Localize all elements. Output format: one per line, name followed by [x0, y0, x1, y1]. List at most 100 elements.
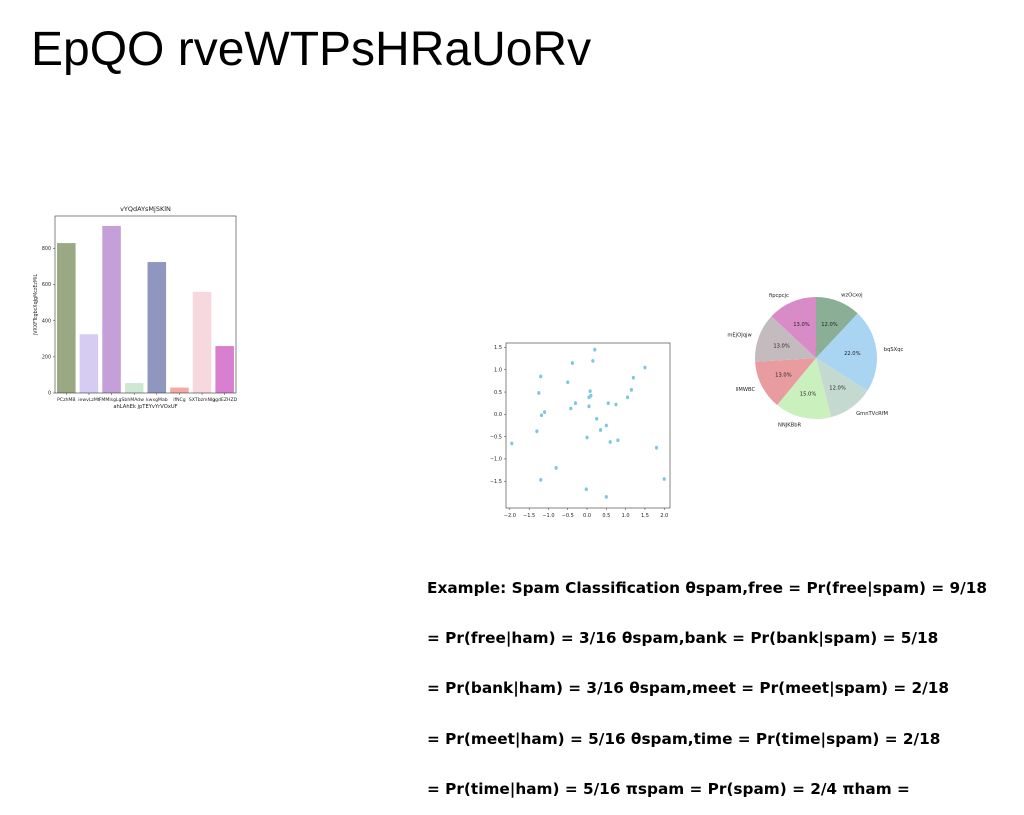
y-tick-label: 1.5 [494, 345, 502, 351]
scatter-point [654, 445, 659, 450]
scatter-point [539, 374, 543, 379]
scatter-point [510, 441, 514, 446]
scatter-point [643, 365, 647, 370]
x-tick-label: ifNCg [173, 397, 186, 403]
scatter-point [569, 406, 573, 411]
scatter-point [570, 361, 574, 365]
x-tick-label: SXTbzmNIg [189, 397, 215, 403]
x-tick-label: iewvLzMt [78, 397, 100, 403]
pie-chart: 12.0% wzOcxoj 22.0% bqSXqc 12.0% GmnTVcRfM 15.… [727, 292, 904, 428]
scatter-point [573, 401, 578, 406]
scatter-point [587, 404, 591, 409]
pie-pct-label: 22.0% [844, 351, 861, 357]
y-tick-label: 0 [48, 391, 51, 397]
y-tick-label: −1.5 [490, 479, 502, 485]
bar [192, 291, 212, 393]
bar [147, 262, 167, 393]
x-tick-label: PCzhMB [57, 397, 75, 403]
scatter-point [591, 358, 595, 363]
y-tick-label: −0.5 [490, 434, 502, 440]
y-tick-label: 1.0 [494, 367, 502, 373]
scatter-chart: −2.0 −1.5 −1.0 −0.5 0.0 0.5 1.0 1.5 2.0 1.5 1.0 0.5… [490, 342, 671, 519]
scatter-point [614, 402, 618, 407]
y-tick-label: 0.0 [494, 412, 502, 418]
x-tick-label: 2.0 [660, 513, 668, 519]
y-tick-label: 0.5 [494, 390, 502, 396]
bar [170, 387, 189, 393]
x-tick-label: −2.0 [504, 513, 516, 519]
pie-pct-label: 13.0% [793, 322, 810, 328]
pie-slice [777, 358, 832, 419]
x-tick-label: 1.5 [641, 513, 649, 519]
pie-label: bqSXqc [884, 347, 904, 353]
bar [102, 225, 121, 393]
pie-slice [816, 313, 877, 391]
y-axis-label: jVXXFTcgbcXqJgMczEzMiL [33, 274, 39, 336]
pie-label: fipcpcjc [769, 293, 789, 299]
page-title: EpQO rveWTPsHRaUoRv [31, 23, 592, 76]
scatter-point [631, 375, 635, 380]
scatter-point [604, 423, 608, 428]
formula-text: Example: Spam Classification θspam,free … [427, 546, 1022, 815]
pie-label: NNJKBbR [778, 422, 802, 428]
plot-frame [54, 215, 237, 394]
scatter-point [598, 428, 603, 432]
bar [79, 334, 99, 393]
bar [215, 346, 234, 393]
formula-line: = Pr(time|ham) = 5/16 πspam = Pr(spam) =… [427, 780, 910, 799]
y-tick-label: 400 [42, 318, 51, 324]
x-tick-label: −0.5 [562, 513, 574, 519]
pie-label: GmnTVcRfM [856, 411, 888, 417]
y-tick-label: 600 [42, 282, 51, 288]
formula-line: = Pr(meet|ham) = 5/16 θspam,time = Pr(ti… [427, 729, 941, 748]
x-tick-label: 1.0 [622, 513, 630, 519]
formula-line: = Pr(free|ham) = 3/16 θspam,bank = Pr(ba… [427, 628, 939, 647]
x-tick-label: 0.5 [602, 513, 610, 519]
scatter-point [606, 401, 610, 406]
scatter-point [616, 438, 620, 443]
scatter-point [608, 440, 612, 444]
pie-slice [771, 297, 816, 358]
scatter-point [593, 347, 597, 352]
scatter-point [539, 478, 543, 482]
x-axis-label: ahLAhEk jpTEYvYrVOxUF [113, 404, 177, 410]
pie-pct-label: 13.0% [775, 372, 792, 378]
x-tick-label: 0.0 [583, 513, 591, 519]
x-tick-label: kwxgMab [146, 397, 168, 403]
scatter-point [585, 435, 589, 440]
x-tick-label: bhMAdw [124, 397, 144, 403]
scatter-point [629, 387, 634, 392]
x-tick-label: −1.5 [523, 513, 535, 519]
y-tick-label: 800 [42, 246, 51, 252]
chart-title: vYQdAYsMjSKlN [120, 205, 171, 213]
pie-pct-label: 12.0% [821, 322, 838, 328]
bar [124, 383, 144, 393]
pie-label: wzOcxoj [841, 292, 862, 298]
scatter-point [554, 465, 558, 470]
plot-frame [505, 342, 671, 509]
pie-slice [755, 358, 816, 406]
pie-pct-label: 13.0% [773, 343, 790, 349]
scatter-point [595, 416, 599, 421]
scatter-point [662, 477, 666, 481]
scatter-point [589, 393, 593, 398]
scatter-point [539, 413, 544, 418]
scatter-point [535, 429, 539, 434]
formula-line: = Pr(bank|ham) = 3/16 θspam,meet = Pr(me… [427, 679, 949, 698]
scatter-point [566, 380, 570, 385]
formula-line: Example: Spam Classification θspam,free … [427, 578, 988, 597]
scatter-point [588, 389, 592, 394]
pie-slice [816, 358, 868, 418]
y-tick-label: −1.0 [490, 457, 502, 463]
scatter-point [584, 487, 588, 492]
scatter-point [537, 391, 541, 395]
bar-chart: vYQdAYsMjSKlN PCzhMB iewvLzMt FMMlsgLgS bhMA… [33, 205, 238, 410]
x-tick-label: FMMlsgLgS [99, 397, 125, 403]
pie-label: mEjOJqjw [727, 333, 752, 339]
scatter-point [625, 395, 630, 400]
y-tick-label: 200 [42, 354, 51, 360]
pie-label: llMWBC [736, 387, 756, 393]
x-tick-label: −1.0 [542, 513, 554, 519]
pie-slice [755, 316, 816, 362]
x-tick-label: ggdEZHZD [212, 397, 237, 403]
